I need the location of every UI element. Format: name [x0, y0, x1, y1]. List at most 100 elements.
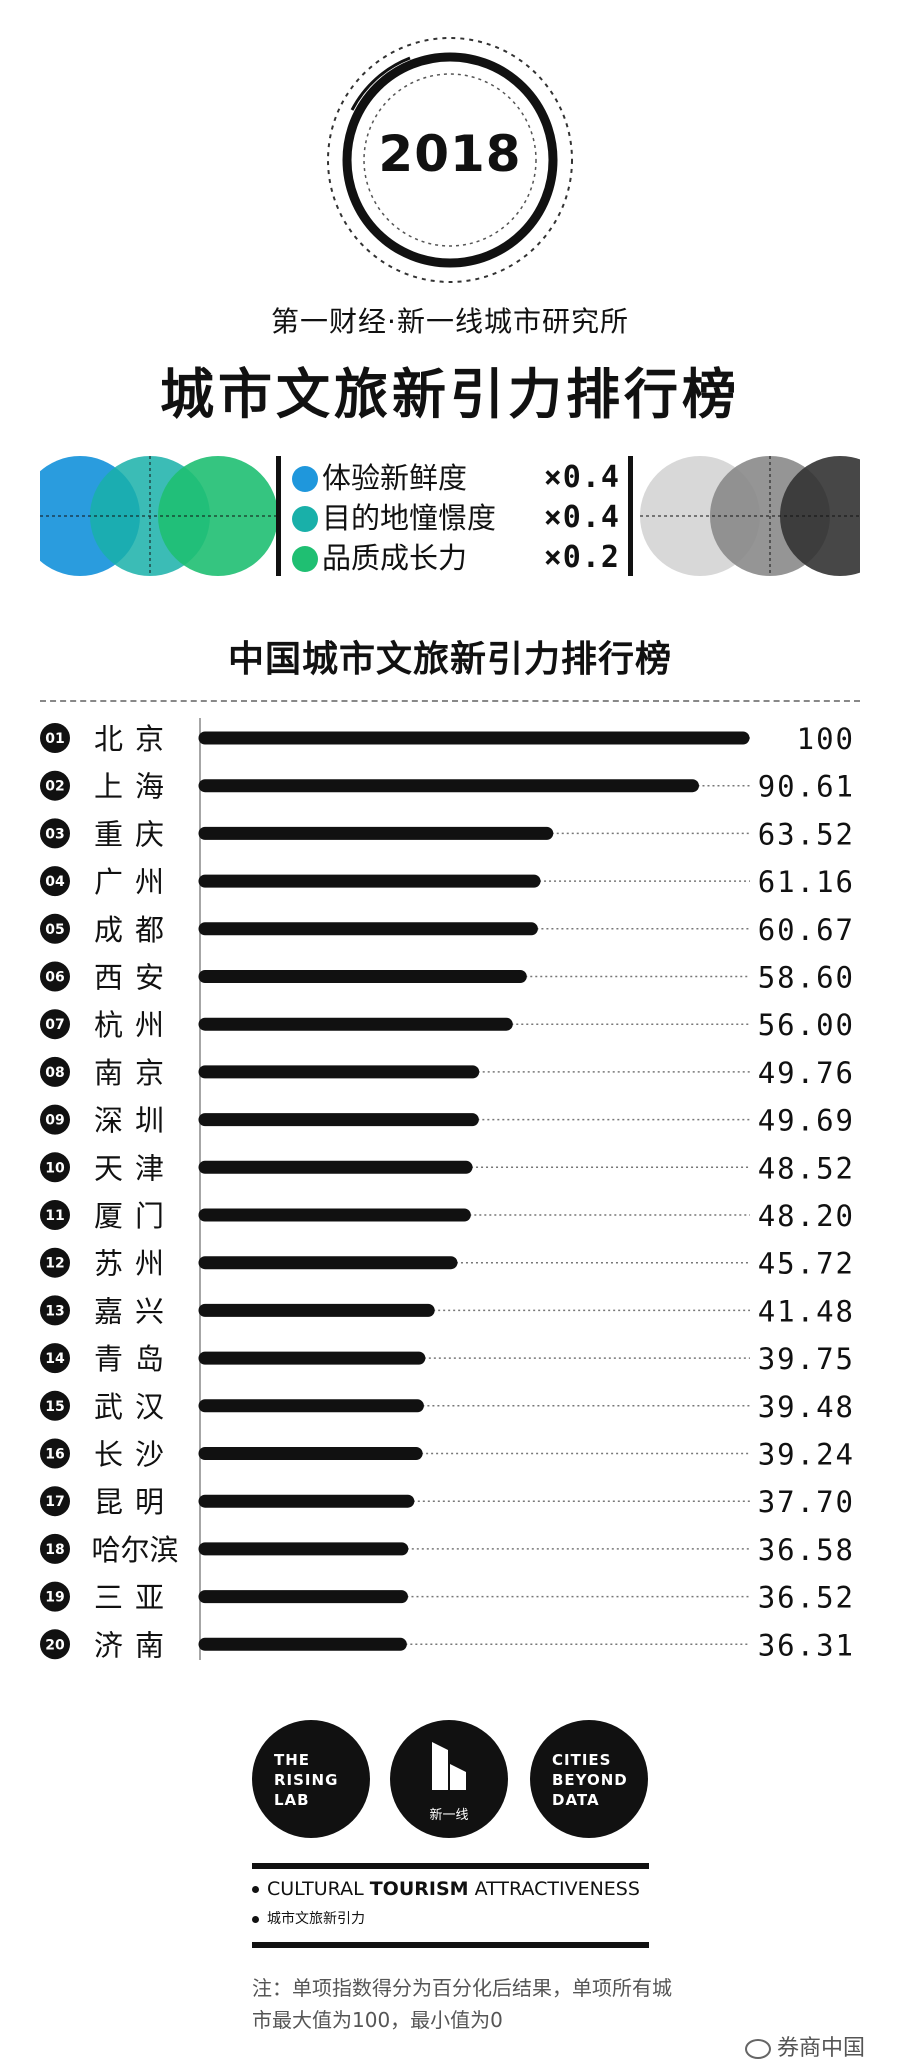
- watermark: 券商中国: [745, 2030, 865, 2062]
- rank-circle-icon: [40, 1390, 70, 1421]
- value-label: 49.69: [758, 1104, 855, 1138]
- year-badge: [327, 37, 573, 283]
- rank-circle-icon: [40, 1533, 70, 1564]
- rank-circle-icon: [40, 1200, 70, 1230]
- rank-number: 17: [45, 1494, 64, 1510]
- value-label: 49.76: [758, 1056, 855, 1090]
- rank-number: 10: [45, 1160, 65, 1176]
- value-label: 36.31: [758, 1628, 855, 1662]
- cities-beyond-data-logo: CITIES BEYOND DATA: [530, 1720, 648, 1838]
- rank-number: 13: [45, 1303, 64, 1319]
- city-label: 武汉: [94, 1390, 176, 1424]
- city-label: 三亚: [94, 1581, 176, 1615]
- city-label: 重庆: [94, 817, 176, 851]
- formula-row: 目的地憧憬度 ×0.4: [290, 498, 630, 538]
- footer-divider: [252, 1942, 649, 1948]
- chart-top-divider: [40, 700, 860, 702]
- city-label: 北京: [94, 722, 176, 756]
- city-label: 南京: [94, 1056, 176, 1090]
- rank-circle-icon: [40, 1152, 70, 1183]
- rank-number: 02: [45, 779, 64, 795]
- rank-number: 18: [45, 1542, 64, 1558]
- metric-dot-icon: [292, 546, 318, 572]
- rank-number: 03: [45, 826, 64, 842]
- value-label: 36.52: [758, 1581, 855, 1615]
- metric-weight: ×0.4: [543, 460, 620, 495]
- city-label: 长沙: [94, 1438, 176, 1472]
- rank-circle-icon: [40, 1247, 70, 1278]
- value-label: 61.16: [758, 865, 855, 899]
- page-subtitle: 第一财经·新一线城市研究所: [271, 305, 629, 338]
- value-label: 36.58: [758, 1533, 855, 1567]
- city-label: 哈尔滨: [91, 1533, 178, 1567]
- rank-number: 05: [45, 922, 64, 938]
- rank-number: 04: [45, 874, 65, 890]
- rank-circle-icon: [40, 818, 70, 849]
- value-label: 63.52: [758, 817, 855, 851]
- value-label: 37.70: [758, 1485, 855, 1519]
- metric-label: 品质成长力: [322, 541, 468, 575]
- rank-circle-icon: [40, 866, 70, 897]
- rank-number: 06: [45, 970, 64, 986]
- rising-lab-logo-text: THE RISING LAB: [274, 1751, 339, 1809]
- rank-circle-icon: [40, 1581, 70, 1612]
- value-label: 90.61: [758, 770, 855, 804]
- city-label: 西安: [94, 961, 176, 995]
- chart-title: 中国城市文旅新引力排行榜: [227, 639, 672, 680]
- formula-row: 品质成长力 ×0.2: [290, 538, 630, 578]
- bullet-icon: [252, 1915, 259, 1923]
- rank-number: 19: [45, 1590, 64, 1606]
- value-label: 100: [797, 722, 855, 756]
- tagline-english: CULTURAL TOURISM ATTRACTIVENESS: [252, 1878, 672, 1900]
- city-label: 深圳: [94, 1104, 176, 1138]
- city-label: 青岛: [94, 1342, 176, 1376]
- rank-circle-icon: [40, 1009, 70, 1040]
- value-label: 39.75: [758, 1342, 855, 1376]
- city-label: 天津: [94, 1151, 176, 1185]
- value-label: 39.24: [758, 1438, 855, 1472]
- formula-divider: [628, 456, 633, 576]
- city-label: 杭州: [94, 1008, 176, 1042]
- metric-dot-icon: [292, 466, 318, 492]
- venn-circles-gray-icon: [640, 456, 860, 576]
- rank-circle-icon: [40, 961, 70, 992]
- metric-weight: ×0.4: [543, 500, 620, 535]
- value-label: 48.52: [758, 1151, 855, 1185]
- city-label: 上海: [94, 770, 176, 804]
- rank-circle-icon: [40, 770, 70, 801]
- metric-dot-icon: [292, 506, 318, 532]
- rank-circle-icon: [40, 1486, 70, 1517]
- rank-circle-icon: [40, 1104, 70, 1135]
- city-label: 广州: [94, 865, 176, 899]
- rank-number: 12: [45, 1256, 64, 1272]
- value-label: 48.20: [758, 1199, 855, 1233]
- city-label: 嘉兴: [94, 1294, 176, 1328]
- year-label: 2018: [378, 125, 522, 183]
- footnote: 注：单项指数得分为百分化后结果，单项所有城市最大值为100，最小值为0: [252, 1976, 672, 2032]
- value-label: 39.48: [758, 1390, 855, 1424]
- rank-number: 16: [45, 1447, 64, 1463]
- building-icon: [432, 1742, 466, 1790]
- ranking-bar-chart: 01 北京 100 02 上海 90.61 03 重庆 63.52 04 广州 61.16 05 成都 60…: [40, 718, 855, 1662]
- formula-row: 体验新鲜度 ×0.4: [290, 458, 630, 498]
- xinyixian-logo-label: 新一线: [429, 1808, 469, 1823]
- rising-lab-logo: THE RISING LAB: [252, 1720, 370, 1838]
- city-label: 苏州: [94, 1247, 176, 1281]
- page-title: 城市文旅新引力排行榜: [160, 363, 740, 426]
- metric-label: 体验新鲜度: [322, 461, 468, 495]
- rank-number: 09: [45, 1113, 64, 1129]
- metric-label: 目的地憧憬度: [322, 501, 497, 535]
- city-label: 昆明: [94, 1485, 176, 1519]
- wechat-icon: [745, 2039, 771, 2059]
- rank-number: 07: [45, 1017, 64, 1033]
- rank-number: 14: [45, 1351, 65, 1367]
- rank-circle-icon: [40, 1056, 70, 1087]
- city-label: 成都: [94, 913, 176, 947]
- rank-number: 15: [45, 1399, 64, 1415]
- value-label: 45.72: [758, 1247, 855, 1281]
- rank-circle-icon: [40, 1343, 70, 1374]
- city-label: 厦门: [94, 1199, 176, 1233]
- formula-divider: [276, 456, 281, 576]
- rank-circle-icon: [40, 723, 70, 753]
- rank-circle-icon: [40, 1438, 70, 1469]
